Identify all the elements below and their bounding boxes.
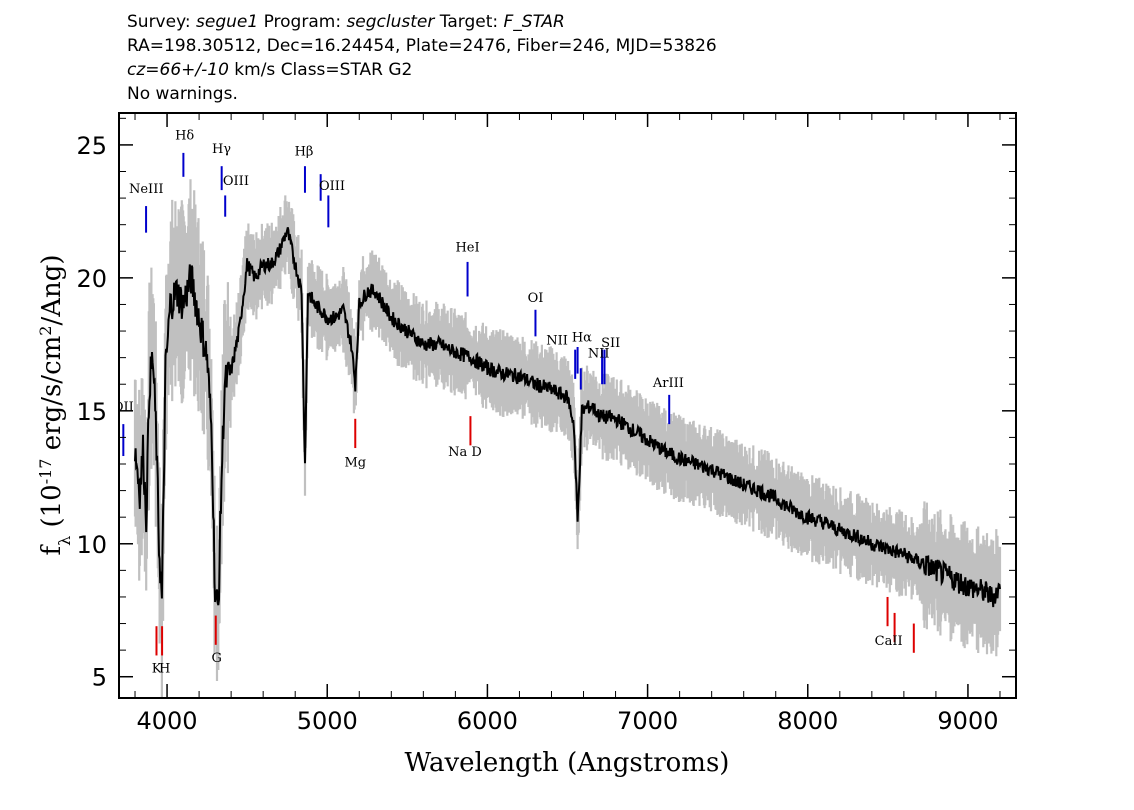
spectral-line-label: Hδ: [175, 129, 194, 144]
survey-text: Survey:: [127, 12, 197, 32]
spectral-line-label: G: [212, 651, 222, 666]
warnings-line: No warnings.: [127, 84, 238, 104]
spectral-line-label: Hα: [572, 331, 592, 346]
flux-series-line: [134, 227, 1001, 608]
survey-text: Target:: [434, 12, 504, 32]
survey-text: Program:: [258, 12, 347, 32]
y-tick-label: 15: [76, 398, 107, 426]
survey-line: Survey: segue1 Program: segcluster Targe…: [127, 10, 717, 34]
x-tick-label: 9000: [937, 707, 998, 735]
spectral-line-label: Mg: [344, 456, 366, 471]
x-tick-label: 6000: [457, 707, 518, 735]
survey-text: segcluster: [346, 12, 435, 32]
redshift-text: km/s Class=STAR G2: [228, 60, 413, 80]
x-tick-label: 5000: [297, 707, 358, 735]
redshift-text: cz=66+/-10: [127, 60, 229, 80]
plot-frame: [118, 112, 1017, 699]
spectral-line-label: H: [159, 662, 170, 677]
survey-text: F_STAR: [503, 12, 565, 32]
y-tick-label: 25: [76, 132, 107, 160]
spectral-line-label: Hβ: [295, 145, 314, 160]
x-tick-label: 4000: [137, 707, 198, 735]
spectral-line-label: NII: [588, 347, 610, 362]
y-tick-label: 20: [76, 265, 107, 293]
coordinates-line: RA=198.30512, Dec=16.24454, Plate=2476, …: [127, 36, 717, 56]
error-band: [133, 179, 1002, 698]
spectral-line-label: OIII: [223, 174, 249, 189]
survey-text: segue1: [196, 12, 259, 32]
spectral-line-label: OI: [528, 291, 544, 306]
x-tick-label: 8000: [777, 707, 838, 735]
spectral-line-label: Hγ: [212, 142, 231, 157]
spectral-line-label: NII: [546, 333, 568, 348]
redshift-class-line: cz=66+/-10 km/s Class=STAR G2: [127, 58, 717, 82]
spectral-line-label: Na D: [448, 445, 482, 460]
spectral-line-label: OII: [113, 400, 134, 415]
spectral-line-label: OIII: [319, 179, 345, 194]
y-axis-label-text: fλ (10-17 erg/s/cm2/Ang): [36, 254, 74, 555]
y-axis-label: fλ (10-17 erg/s/cm2/Ang): [36, 254, 74, 555]
spectral-line-label: CaII: [875, 634, 903, 649]
spectral-line-label: NeIII: [129, 182, 163, 197]
spectral-line-label: K: [152, 662, 162, 677]
spectrum-header: Survey: segue1 Program: segcluster Targe…: [127, 10, 717, 106]
spectral-line-label: HeI: [455, 240, 479, 255]
x-tick-label: 7000: [617, 707, 678, 735]
spectral-line-label: SII: [601, 336, 620, 351]
x-axis-label: Wavelength (Angstroms): [405, 748, 730, 778]
y-tick-label: 10: [76, 531, 107, 559]
spectral-line-label: ArIII: [652, 376, 684, 391]
y-tick-label: 5: [92, 664, 107, 692]
